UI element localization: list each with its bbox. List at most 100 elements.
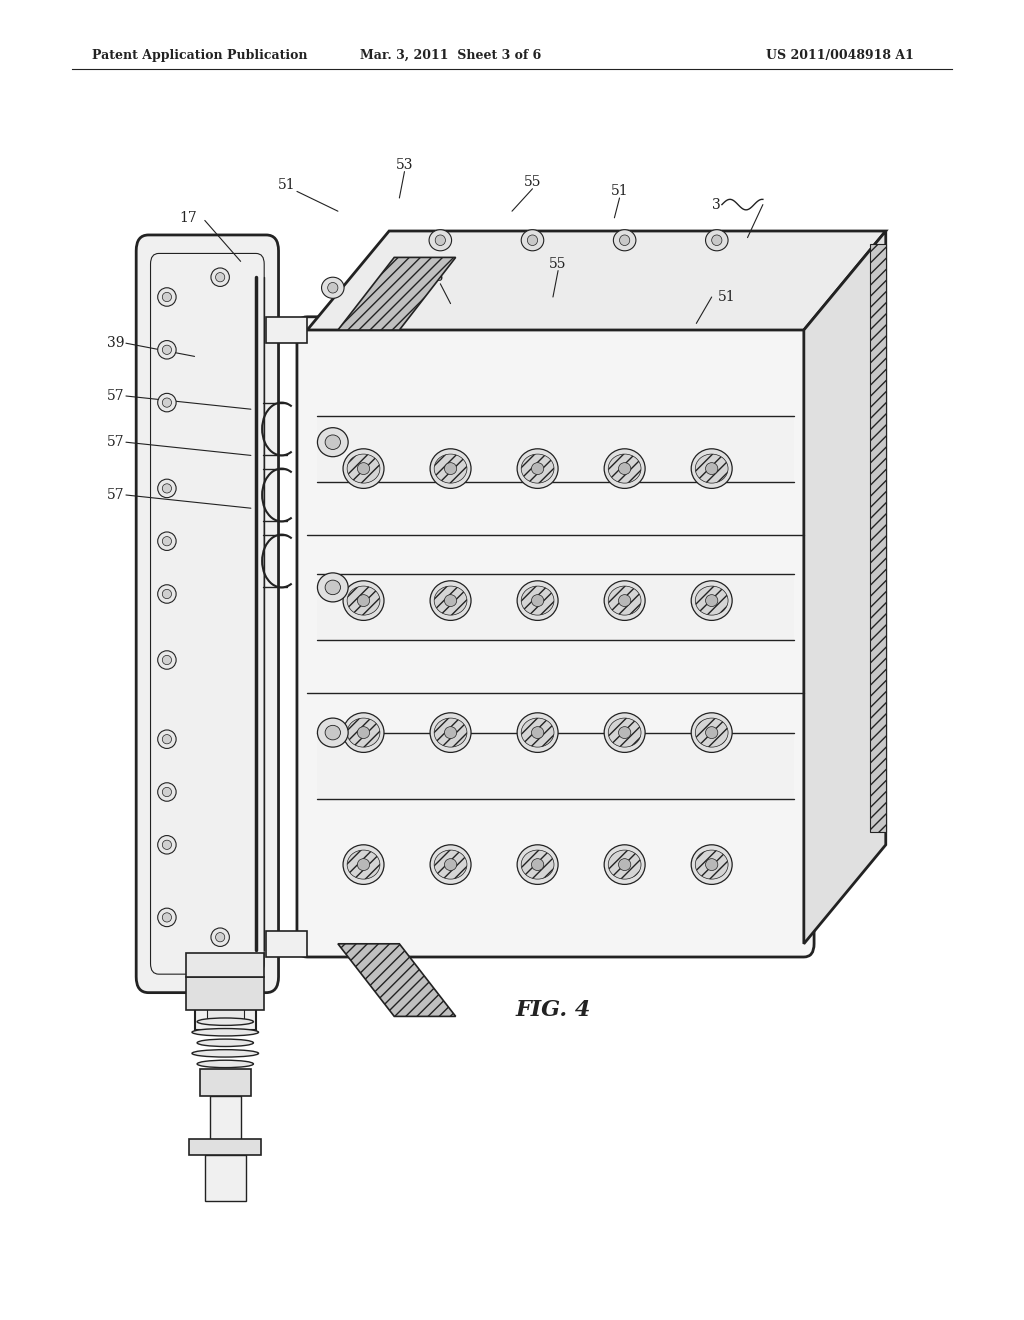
Polygon shape (338, 257, 456, 330)
Ellipse shape (158, 532, 176, 550)
Ellipse shape (322, 277, 344, 298)
Text: 17: 17 (179, 211, 197, 224)
Ellipse shape (608, 586, 641, 615)
Ellipse shape (435, 235, 445, 246)
Ellipse shape (162, 537, 172, 546)
Ellipse shape (158, 836, 176, 854)
Ellipse shape (695, 454, 728, 483)
Ellipse shape (444, 726, 457, 739)
Text: 55: 55 (549, 257, 567, 271)
Polygon shape (338, 944, 456, 1016)
Polygon shape (870, 244, 886, 832)
Ellipse shape (517, 713, 558, 752)
Ellipse shape (343, 845, 384, 884)
Text: 57: 57 (108, 389, 125, 403)
Ellipse shape (521, 230, 544, 251)
Ellipse shape (604, 449, 645, 488)
Text: 53: 53 (395, 158, 414, 172)
Ellipse shape (162, 589, 172, 598)
Ellipse shape (444, 859, 457, 871)
Text: FIG. 4: FIG. 4 (515, 999, 591, 1020)
Polygon shape (804, 231, 886, 944)
Ellipse shape (328, 282, 338, 293)
Ellipse shape (193, 1049, 258, 1057)
Ellipse shape (691, 449, 732, 488)
Ellipse shape (162, 293, 172, 302)
Ellipse shape (691, 845, 732, 884)
Ellipse shape (517, 581, 558, 620)
Ellipse shape (695, 586, 728, 615)
Ellipse shape (158, 783, 176, 801)
Bar (317, 416, 794, 482)
Ellipse shape (434, 586, 467, 615)
Text: 51: 51 (718, 290, 736, 304)
Ellipse shape (347, 586, 380, 615)
Ellipse shape (604, 713, 645, 752)
Text: 39: 39 (108, 337, 125, 350)
Polygon shape (307, 231, 886, 330)
Bar (186, 977, 264, 1010)
Ellipse shape (517, 845, 558, 884)
Ellipse shape (343, 713, 384, 752)
Ellipse shape (215, 932, 225, 942)
Ellipse shape (162, 656, 172, 665)
Ellipse shape (434, 850, 467, 879)
Ellipse shape (197, 1039, 254, 1047)
Bar (205, 1155, 246, 1201)
Ellipse shape (317, 573, 348, 602)
Ellipse shape (158, 908, 176, 927)
Bar (210, 1096, 241, 1142)
Ellipse shape (618, 726, 631, 739)
Ellipse shape (531, 859, 544, 871)
Ellipse shape (706, 462, 718, 475)
Bar (317, 574, 794, 640)
Ellipse shape (317, 718, 348, 747)
Text: 57: 57 (108, 488, 125, 502)
Ellipse shape (162, 734, 172, 744)
Ellipse shape (434, 454, 467, 483)
Ellipse shape (608, 718, 641, 747)
Ellipse shape (158, 651, 176, 669)
Text: 51: 51 (278, 178, 296, 191)
Ellipse shape (521, 850, 554, 879)
Ellipse shape (343, 449, 384, 488)
Ellipse shape (618, 859, 631, 871)
Polygon shape (266, 931, 307, 957)
Text: Patent Application Publication: Patent Application Publication (92, 49, 307, 62)
Ellipse shape (521, 718, 554, 747)
Ellipse shape (430, 449, 471, 488)
Ellipse shape (521, 454, 554, 483)
Ellipse shape (162, 787, 172, 796)
Ellipse shape (618, 462, 631, 475)
Ellipse shape (691, 581, 732, 620)
Ellipse shape (162, 841, 172, 850)
Text: US 2011/0048918 A1: US 2011/0048918 A1 (766, 49, 913, 62)
Ellipse shape (211, 268, 229, 286)
Bar (186, 953, 264, 977)
Ellipse shape (215, 273, 225, 281)
Polygon shape (266, 317, 307, 343)
Ellipse shape (521, 586, 554, 615)
Ellipse shape (517, 449, 558, 488)
Ellipse shape (527, 235, 538, 246)
Text: 55: 55 (523, 176, 542, 189)
Ellipse shape (444, 462, 457, 475)
Ellipse shape (158, 730, 176, 748)
Ellipse shape (608, 454, 641, 483)
Ellipse shape (430, 713, 471, 752)
Ellipse shape (193, 1028, 258, 1036)
Ellipse shape (326, 726, 340, 739)
Ellipse shape (162, 483, 172, 492)
Ellipse shape (695, 850, 728, 879)
Ellipse shape (347, 850, 380, 879)
Text: 53: 53 (426, 271, 444, 284)
Ellipse shape (604, 845, 645, 884)
Ellipse shape (197, 1018, 254, 1026)
Ellipse shape (347, 718, 380, 747)
Bar (189, 1139, 261, 1155)
Text: 3: 3 (713, 198, 721, 211)
Ellipse shape (430, 581, 471, 620)
Ellipse shape (608, 850, 641, 879)
Ellipse shape (604, 581, 645, 620)
Bar (195, 977, 256, 1030)
